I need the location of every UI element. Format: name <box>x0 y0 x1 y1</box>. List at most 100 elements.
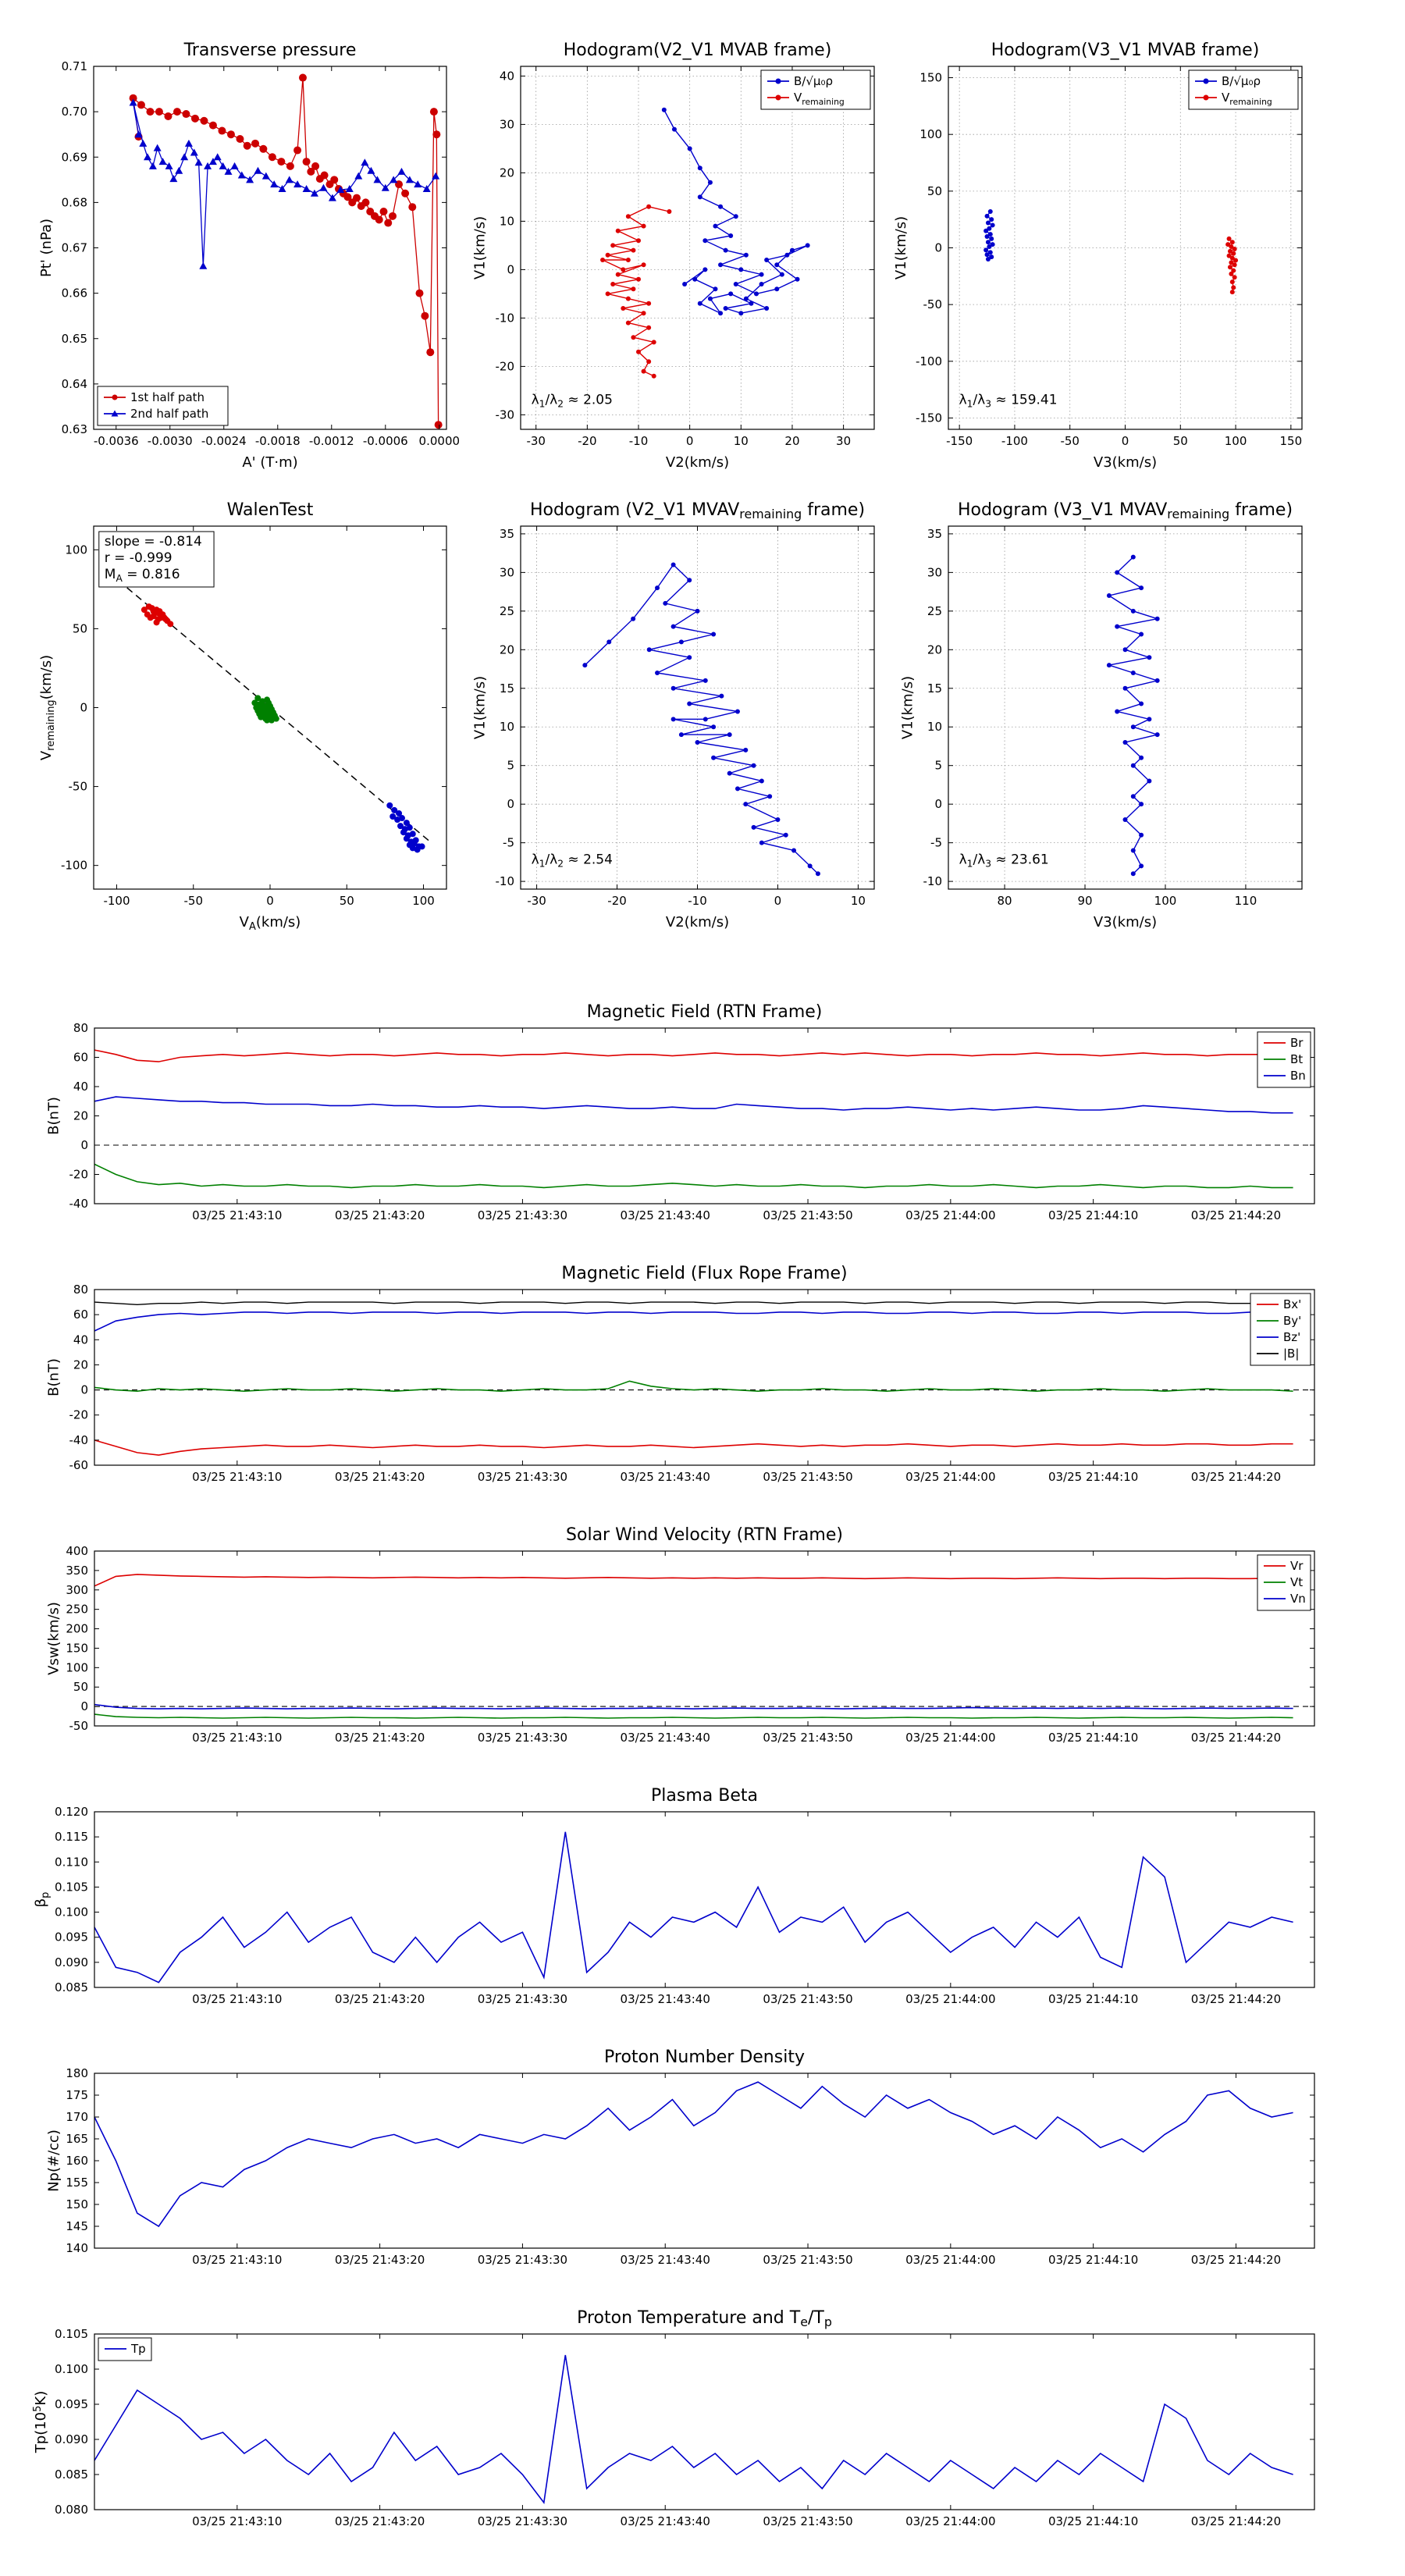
svg-text:B(nT): B(nT) <box>45 1097 62 1135</box>
svg-text:200: 200 <box>66 1622 88 1636</box>
svg-text:Hodogram (V3_V1 MVAVremaining: Hodogram (V3_V1 MVAVremaining frame) <box>958 500 1293 521</box>
svg-text:100: 100 <box>412 894 435 908</box>
svg-text:0.70: 0.70 <box>62 105 87 119</box>
svg-text:-10: -10 <box>496 874 515 888</box>
svg-text:0.65: 0.65 <box>62 332 87 346</box>
svg-text:03/25 21:44:10: 03/25 21:44:10 <box>1048 1470 1138 1484</box>
svg-text:350: 350 <box>66 1564 88 1578</box>
svg-text:-100: -100 <box>61 859 87 873</box>
svg-text:Bz': Bz' <box>1283 1330 1300 1344</box>
svg-text:90: 90 <box>1077 894 1092 908</box>
svg-text:03/25 21:44:20: 03/25 21:44:20 <box>1191 1992 1281 2006</box>
svg-text:03/25 21:44:10: 03/25 21:44:10 <box>1048 2253 1138 2267</box>
svg-text:60: 60 <box>73 1051 88 1065</box>
svg-text:-150: -150 <box>946 434 973 448</box>
svg-text:20: 20 <box>73 1357 88 1372</box>
svg-text:-50: -50 <box>69 1719 89 1733</box>
svg-text:0: 0 <box>80 1138 88 1152</box>
svg-text:Np(#/cc): Np(#/cc) <box>45 2129 62 2192</box>
svg-text:03/25 21:44:20: 03/25 21:44:20 <box>1191 1470 1281 1484</box>
plot-hodogram-v3v1-mvab: -150 -100 -50 0 50 100 150 -150 -100 -50 0 50 100 150… <box>893 41 1303 471</box>
svg-text:20: 20 <box>784 434 799 448</box>
svg-text:V1(km/s): V1(km/s) <box>899 676 916 739</box>
svg-text:03/25 21:43:10: 03/25 21:43:10 <box>192 1731 282 1745</box>
svg-text:25: 25 <box>500 604 514 618</box>
svg-text:110: 110 <box>1235 894 1257 908</box>
svg-text:145: 145 <box>66 2219 88 2233</box>
svg-text:10: 10 <box>734 434 749 448</box>
svg-text:-0.0006: -0.0006 <box>363 434 408 448</box>
svg-text:0.080: 0.080 <box>55 2503 88 2517</box>
svg-text:-20: -20 <box>578 434 597 448</box>
svg-text:160: 160 <box>66 2154 88 2168</box>
svg-text:Vn: Vn <box>1290 1592 1306 1606</box>
svg-text:30: 30 <box>500 117 514 131</box>
svg-text:100: 100 <box>65 543 87 557</box>
svg-text:0.66: 0.66 <box>62 286 87 301</box>
svg-text:-40: -40 <box>69 1433 89 1447</box>
svg-text:Magnetic Field (RTN Frame): Magnetic Field (RTN Frame) <box>587 1002 823 1022</box>
svg-text:100: 100 <box>919 127 942 141</box>
svg-text:40: 40 <box>73 1332 88 1347</box>
svg-text:250: 250 <box>66 1603 88 1617</box>
svg-text:0.100: 0.100 <box>55 2362 88 2376</box>
svg-text:300: 300 <box>66 1583 88 1597</box>
svg-text:1st half path: 1st half path <box>130 390 205 404</box>
svg-text:V2(km/s): V2(km/s) <box>666 454 729 471</box>
svg-text:A' (T·m): A' (T·m) <box>242 454 297 471</box>
svg-text:30: 30 <box>500 565 514 579</box>
svg-text:0.105: 0.105 <box>55 1880 88 1894</box>
svg-text:-0.0024: -0.0024 <box>201 434 247 448</box>
svg-text:0: 0 <box>507 797 514 811</box>
plot-hodogram-v2v1-mvav: -30 -20 -10 0 10 -10 -5 0 5 10 15 20 25 30 35 Hodogram … <box>471 500 875 930</box>
svg-text:0.090: 0.090 <box>55 2432 88 2446</box>
svg-text:V1(km/s): V1(km/s) <box>471 676 488 739</box>
plot-transverse-pressure: -0.0036 -0.0030 -0.0024 -0.0018 -0.0012 -0.00… <box>38 41 460 471</box>
svg-text:-0.0018: -0.0018 <box>255 434 301 448</box>
svg-text:25: 25 <box>927 604 942 618</box>
svg-text:03/25 21:43:20: 03/25 21:43:20 <box>335 1731 425 1745</box>
svg-text:150: 150 <box>66 2197 88 2211</box>
svg-text:150: 150 <box>66 1641 88 1655</box>
svg-text:0.090: 0.090 <box>55 1955 88 1969</box>
svg-text:Solar Wind Velocity (RTN Frame: Solar Wind Velocity (RTN Frame) <box>566 1525 843 1545</box>
svg-text:-10: -10 <box>923 874 943 888</box>
svg-text:03/25 21:44:10: 03/25 21:44:10 <box>1048 2514 1138 2528</box>
svg-text:-50: -50 <box>923 297 943 311</box>
svg-text:0: 0 <box>507 262 514 276</box>
svg-text:03/25 21:43:30: 03/25 21:43:30 <box>478 1992 567 2006</box>
svg-text:150: 150 <box>919 71 942 85</box>
svg-text:0.095: 0.095 <box>55 1930 88 1944</box>
svg-text:λ1/λ2 ≈ 2.54: λ1/λ2 ≈ 2.54 <box>532 852 613 870</box>
svg-text:0: 0 <box>934 241 942 255</box>
svg-text:By': By' <box>1283 1314 1301 1328</box>
plot-proton-temperature: 03/25 21:43:10 03/25 21:43:20 03/25 21:43:… <box>32 2308 1315 2528</box>
svg-text:WalenTest: WalenTest <box>227 500 314 520</box>
svg-text:Proton Number Density: Proton Number Density <box>604 2048 805 2067</box>
svg-text:Vremaining(km/s): Vremaining(km/s) <box>38 655 57 760</box>
svg-text:|B|: |B| <box>1283 1347 1299 1361</box>
svg-text:03/25 21:43:30: 03/25 21:43:30 <box>478 1470 567 1484</box>
svg-text:03/25 21:43:50: 03/25 21:43:50 <box>763 2253 852 2267</box>
plot-hodogram-v2v1-mvab: -30 -20 -10 0 10 20 30 -30 -20 -10 0 10 20 30 40 Hodogr… <box>471 41 875 471</box>
svg-text:35: 35 <box>500 527 514 541</box>
svg-text:Bx': Bx' <box>1283 1297 1301 1311</box>
plot-magnetic-field-flux-rope: 03/25 21:43:10 03/25 21:43:20 03/25 21:43:… <box>45 1264 1315 1484</box>
svg-text:150: 150 <box>1280 434 1303 448</box>
svg-text:03/25 21:43:50: 03/25 21:43:50 <box>763 2514 852 2528</box>
svg-text:03/25 21:43:30: 03/25 21:43:30 <box>478 2253 567 2267</box>
svg-text:-10: -10 <box>688 894 707 908</box>
svg-text:-0.0030: -0.0030 <box>148 434 193 448</box>
svg-text:03/25 21:43:50: 03/25 21:43:50 <box>763 1992 852 2006</box>
svg-text:0.110: 0.110 <box>55 1855 88 1869</box>
svg-text:40: 40 <box>500 69 514 83</box>
svg-text:0.120: 0.120 <box>55 1805 88 1819</box>
plot-magnetic-field-rtn: 03/25 21:43:10 03/25 21:43:20 03/25 21:43:… <box>45 1002 1315 1222</box>
svg-text:0: 0 <box>686 434 694 448</box>
plot-hodogram-v3v1-mvav: 80 90 100 110 -10 -5 0 5 10 15 20 25 30 35 Hodogram (V… <box>899 500 1303 930</box>
svg-text:60: 60 <box>73 1308 88 1322</box>
svg-text:0.69: 0.69 <box>62 150 87 164</box>
svg-text:80: 80 <box>998 894 1012 908</box>
svg-text:03/25 21:44:10: 03/25 21:44:10 <box>1048 1992 1138 2006</box>
